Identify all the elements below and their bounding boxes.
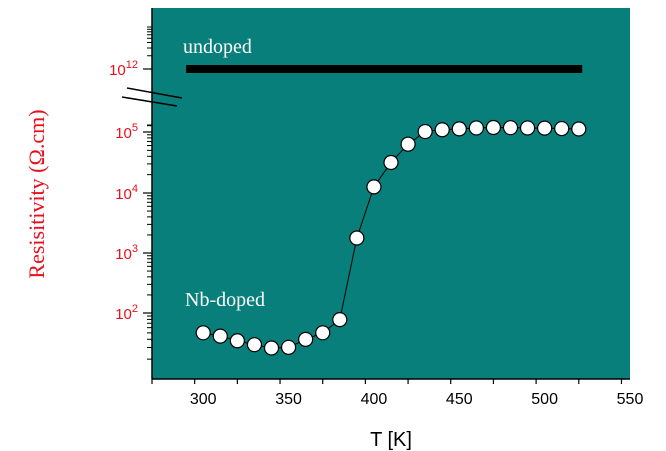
nb-doped-point [571, 121, 587, 137]
labels: undoped Nb-doped [183, 36, 265, 311]
nb-doped-point [280, 339, 297, 355]
nb-doped-point [366, 179, 382, 195]
nb-doped-point [195, 325, 211, 341]
nb-doped-point [468, 120, 484, 136]
axis-break-mark [126, 87, 183, 99]
nb-doped-point [537, 120, 553, 136]
y-tick-label: 102 [115, 303, 138, 323]
undoped-label: undoped [183, 36, 252, 58]
x-axis-title: T [K] [370, 429, 412, 451]
axis-break-mark [121, 96, 178, 107]
y-tick-label: 103 [115, 243, 138, 263]
nb-doped-point [332, 312, 348, 328]
nb-doped-point [263, 340, 280, 356]
x-tick-label: 350 [275, 391, 302, 408]
nb-doped-point [229, 333, 245, 349]
x-tick-label: 400 [361, 391, 388, 408]
nb-doped-point [246, 337, 263, 353]
nb-doped-point [417, 123, 433, 140]
plot-area [152, 8, 630, 379]
nb-doped-point [315, 325, 331, 341]
nb-doped-point [554, 120, 570, 137]
y-axis-title: Resisitivity (Ω.cm) [24, 109, 49, 278]
y-tick-label: 105 [115, 122, 138, 142]
nb-doped-point [451, 121, 467, 137]
nb-doped-point [519, 120, 536, 136]
y-tick-label: 104 [115, 183, 138, 203]
nb-doped-point [485, 119, 502, 136]
nb-doped-label: Nb-doped [185, 289, 265, 311]
nb-doped-series [195, 119, 587, 356]
nb-doped-point [502, 120, 519, 136]
y-tick-label: 1012 [109, 59, 138, 79]
x-tick-label: 300 [190, 391, 217, 408]
ticks: 300 350 400 450 500 550 102 103 104 105 1012 [109, 26, 644, 408]
nb-doped-point [434, 122, 450, 138]
x-tick-label: 550 [617, 391, 644, 408]
x-tick-label: 450 [446, 391, 473, 408]
nb-doped-point [349, 230, 365, 246]
nb-doped-point [212, 328, 228, 344]
x-tick-label: 500 [531, 391, 558, 408]
nb-doped-point [383, 154, 399, 171]
nb-doped-point [298, 331, 314, 347]
nb-doped-point [400, 136, 416, 152]
